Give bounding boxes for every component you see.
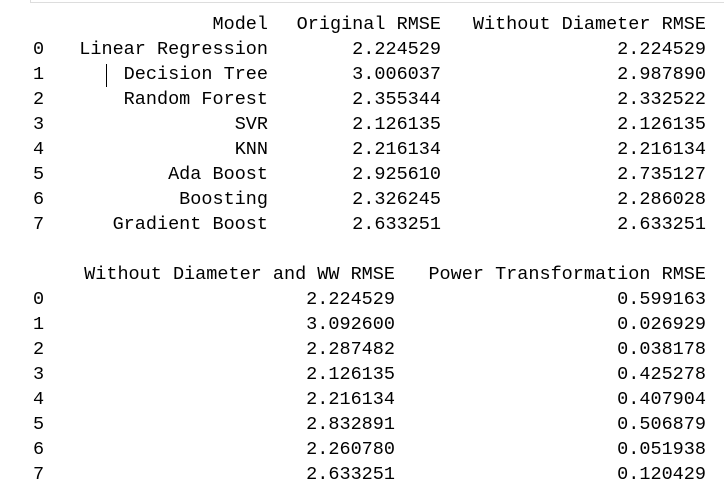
- table-cell: 0.407904: [617, 389, 706, 410]
- row-index: 4: [33, 139, 45, 160]
- table-cell: Gradient Boost: [112, 214, 268, 235]
- cell-border: [30, 0, 31, 3]
- table-cell: KNN: [234, 139, 268, 160]
- table-cell: 2.987890: [617, 64, 706, 85]
- row-index: 6: [33, 439, 45, 460]
- row-index: 0: [33, 39, 45, 60]
- row-index: 2: [33, 339, 45, 360]
- row-index: 7: [33, 214, 45, 235]
- row-index: 5: [33, 414, 45, 435]
- row-index: 3: [33, 364, 45, 385]
- table-cell: 2.224529: [352, 39, 441, 60]
- table-cell: 2.216134: [352, 139, 441, 160]
- table-cell: 0.120429: [617, 464, 706, 485]
- text-cursor: [106, 64, 107, 87]
- table-cell: 3.006037: [352, 64, 441, 85]
- table-cell: 2.355344: [352, 89, 441, 110]
- table-cell: 0.026929: [617, 314, 706, 335]
- row-index: 7: [33, 464, 45, 485]
- row-index: 1: [33, 64, 45, 85]
- table-cell: 2.925610: [352, 164, 441, 185]
- table-cell: 0.051938: [617, 439, 706, 460]
- table-cell: 3.092600: [306, 314, 395, 335]
- table-cell: 0.425278: [617, 364, 706, 385]
- table-cell: 2.735127: [617, 164, 706, 185]
- table-cell: Decision Tree: [123, 64, 268, 85]
- column-header: Without Diameter RMSE: [472, 14, 706, 35]
- row-index: 2: [33, 89, 45, 110]
- table-cell: 2.216134: [306, 389, 395, 410]
- row-index: 1: [33, 314, 45, 335]
- row-index: 4: [33, 389, 45, 410]
- row-index: 6: [33, 189, 45, 210]
- table-cell: 0.599163: [617, 289, 706, 310]
- table-cell: 2.126135: [306, 364, 395, 385]
- table-cell: SVR: [234, 114, 268, 135]
- cell-border: [30, 2, 724, 3]
- table-cell: 2.633251: [306, 464, 395, 485]
- table-cell: 2.633251: [352, 214, 441, 235]
- table-cell: Random Forest: [123, 89, 268, 110]
- row-index: 3: [33, 114, 45, 135]
- table-cell: Ada Boost: [168, 164, 268, 185]
- table-cell: 2.332522: [617, 89, 706, 110]
- table-cell: 2.326245: [352, 189, 441, 210]
- table-cell: 2.287482: [306, 339, 395, 360]
- table-cell: 2.216134: [617, 139, 706, 160]
- column-header: Model: [212, 14, 268, 35]
- row-index: 5: [33, 164, 45, 185]
- column-header: Without Diameter and WW RMSE: [84, 264, 395, 285]
- table-cell: 2.832891: [306, 414, 395, 435]
- column-header: Power Transformation RMSE: [428, 264, 706, 285]
- table-cell: 2.260780: [306, 439, 395, 460]
- table-cell: 2.286028: [617, 189, 706, 210]
- table-cell: Linear Regression: [79, 39, 268, 60]
- table-cell: 0.038178: [617, 339, 706, 360]
- table-cell: 2.224529: [617, 39, 706, 60]
- column-header: Original RMSE: [296, 14, 441, 35]
- table-cell: 2.633251: [617, 214, 706, 235]
- table-cell: 0.506879: [617, 414, 706, 435]
- table-cell: 2.126135: [617, 114, 706, 135]
- row-index: 0: [33, 289, 45, 310]
- table-cell: Boosting: [179, 189, 268, 210]
- table-cell: 2.126135: [352, 114, 441, 135]
- table-cell: 2.224529: [306, 289, 395, 310]
